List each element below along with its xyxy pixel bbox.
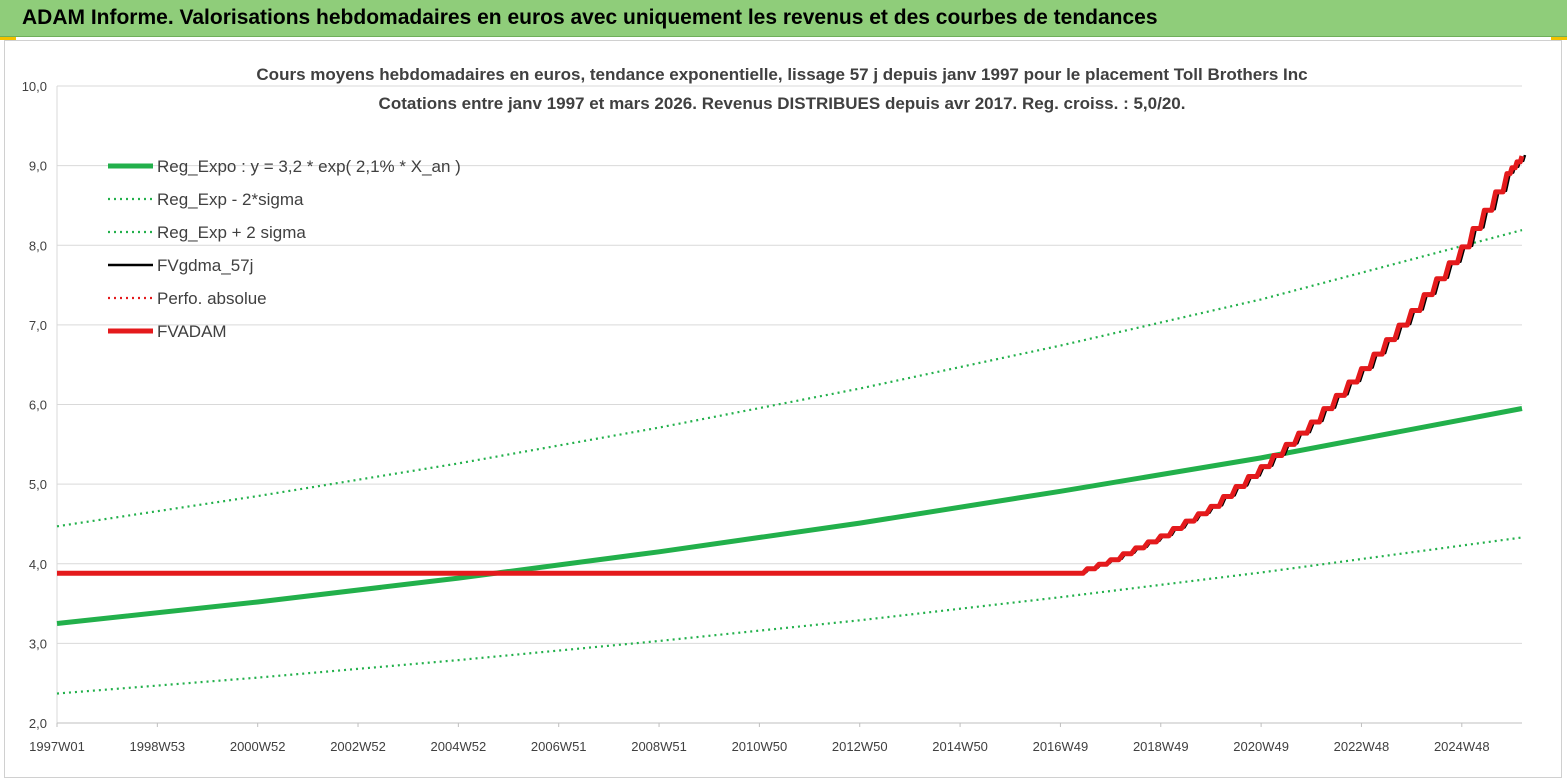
y-tick-label: 5,0 bbox=[29, 477, 47, 492]
x-tick-label: 2022W48 bbox=[1334, 739, 1390, 754]
x-tick-label: 2002W52 bbox=[330, 739, 386, 754]
y-tick-label: 4,0 bbox=[29, 557, 47, 572]
legend-label: Reg_Exp + 2 sigma bbox=[157, 223, 306, 242]
x-tick-label: 2024W48 bbox=[1434, 739, 1490, 754]
chart-title-line-1: Cours moyens hebdomadaires en euros, ten… bbox=[256, 65, 1307, 84]
series-line-reg-exp-2-sigma bbox=[56, 536, 1523, 695]
legend-label: Reg_Exp - 2*sigma bbox=[157, 190, 304, 209]
y-axis: 2,0 3,0 4,0 5,0 6,0 7,0 8,0 9,0 10,0 bbox=[22, 79, 58, 731]
x-axis: 1997W01 1998W53 2000W52 2002W52 2004W52 2006W… bbox=[29, 722, 1522, 754]
report-title: ADAM Informe. Valorisations hebdomadaire… bbox=[22, 6, 1158, 29]
chart-frame bbox=[4, 40, 1562, 778]
x-tick-label: 2016W49 bbox=[1033, 739, 1089, 754]
x-tick-label: 2020W49 bbox=[1233, 739, 1289, 754]
y-tick-label: 9,0 bbox=[29, 159, 47, 174]
corner-accent-right bbox=[1551, 37, 1567, 40]
series-line-fvadam bbox=[57, 155, 1525, 576]
x-tick-label: 2018W49 bbox=[1133, 739, 1189, 754]
y-tick-label: 8,0 bbox=[29, 238, 47, 253]
x-tick-label: 1997W01 bbox=[29, 739, 85, 754]
grid-lines bbox=[57, 85, 1522, 724]
y-tick-label: 6,0 bbox=[29, 398, 47, 413]
x-tick-label: 2006W51 bbox=[531, 739, 587, 754]
x-tick-label: 2012W50 bbox=[832, 739, 888, 754]
legend-label: Reg_Expo : y = 3,2 * exp( 2,1% * X_an ) bbox=[157, 157, 461, 176]
x-tick-label: 2014W50 bbox=[932, 739, 988, 754]
series-layer bbox=[56, 154, 1527, 695]
legend-label: FVADAM bbox=[157, 322, 227, 341]
y-tick-label: 10,0 bbox=[22, 79, 47, 94]
legend: Reg_Expo : y = 3,2 * exp( 2,1% * X_an ) R… bbox=[108, 157, 461, 341]
series-line-reg-exp-2-sigma bbox=[56, 229, 1523, 528]
x-tick-label: 2000W52 bbox=[230, 739, 286, 754]
chart-title-block: Cours moyens hebdomadaires en euros, ten… bbox=[256, 65, 1307, 113]
x-tick-label: 2004W52 bbox=[431, 739, 487, 754]
x-tick-label: 2010W50 bbox=[732, 739, 788, 754]
corner-accent-left bbox=[0, 37, 16, 40]
chart-title-line-2: Cotations entre janv 1997 et mars 2026. … bbox=[379, 94, 1186, 113]
x-tick-label: 2008W51 bbox=[631, 739, 687, 754]
series-line-reg-expo-y-3-2-exp-2-1-x-an bbox=[56, 406, 1523, 626]
x-tick-label: 1998W53 bbox=[130, 739, 186, 754]
y-tick-label: 2,0 bbox=[29, 716, 47, 731]
series-line-fvgdma-57j bbox=[60, 154, 1527, 574]
report-banner: ADAM Informe. Valorisations hebdomadaire… bbox=[0, 0, 1567, 37]
y-tick-label: 3,0 bbox=[29, 636, 47, 651]
legend-label: FVgdma_57j bbox=[157, 256, 253, 275]
y-tick-label: 7,0 bbox=[29, 318, 47, 333]
legend-label: Perfo. absolue bbox=[157, 289, 267, 308]
